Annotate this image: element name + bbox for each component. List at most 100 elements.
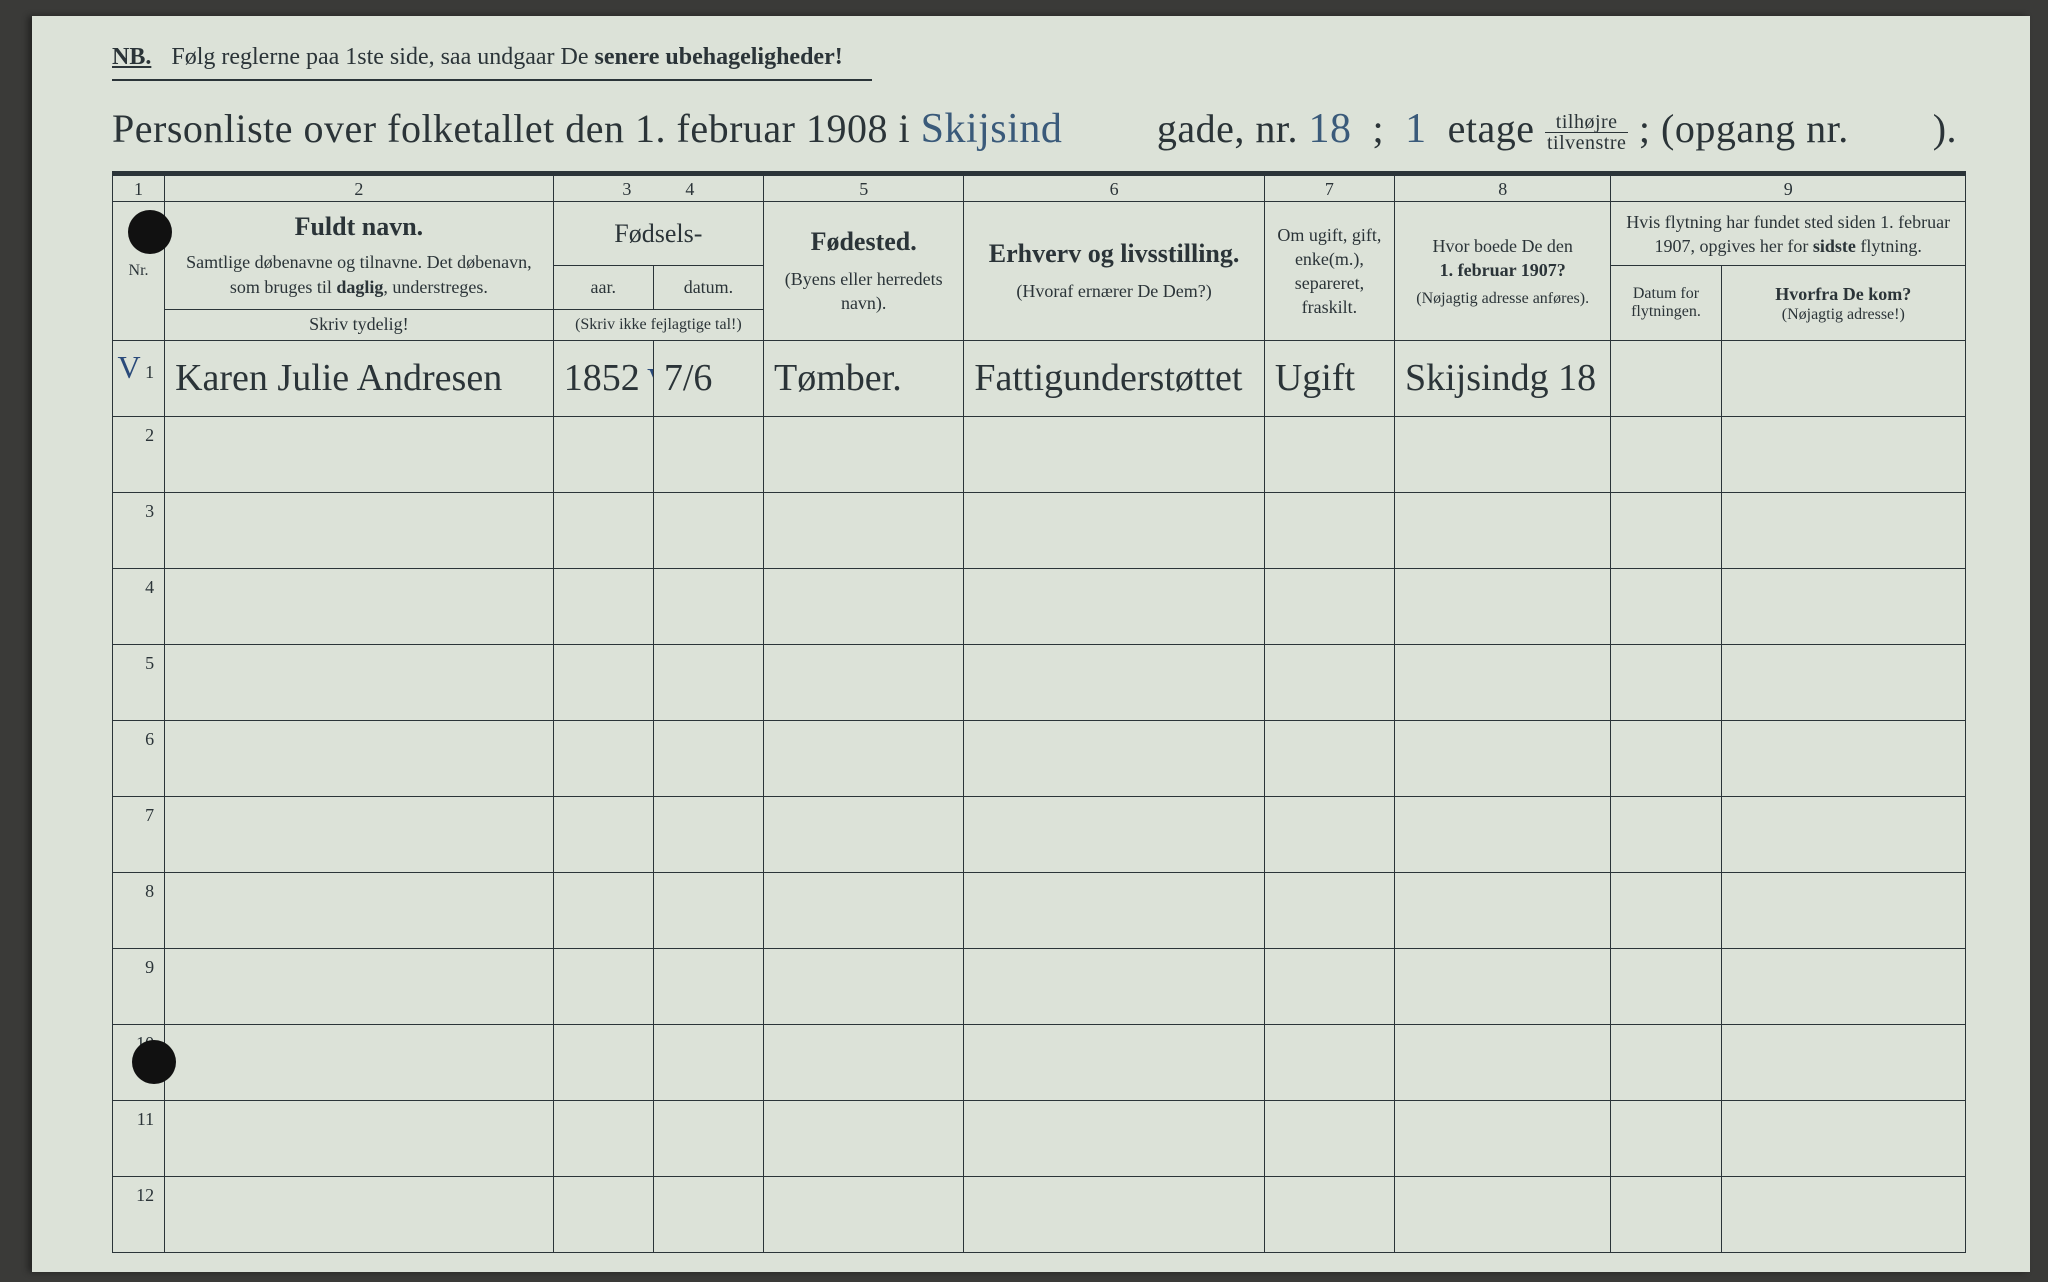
cell-name: [165, 568, 554, 644]
cell-hvorfra: [1721, 340, 1965, 416]
row-number: 7: [113, 796, 165, 872]
cell-flyt_dat: [1611, 1176, 1721, 1252]
cell-fodested: [764, 720, 964, 796]
cell-ugift: [1264, 1024, 1394, 1100]
cell-hvorfra: [1721, 1100, 1965, 1176]
cell-ugift: [1264, 416, 1394, 492]
table-row: 9: [113, 948, 1966, 1024]
cell-boede: [1395, 1024, 1611, 1100]
cell-aar: [553, 720, 653, 796]
hdr-flytning: Hvis flytning har fundet sted siden 1. f…: [1611, 202, 1966, 266]
cell-boede: [1395, 948, 1611, 1024]
cell-boede: [1395, 1176, 1611, 1252]
cell-hvorfra: [1721, 796, 1965, 872]
colnum-5: 5: [764, 176, 964, 202]
hdr-fuldt-navn: Fuldt navn. Samtlige døbenavne og tilnav…: [165, 202, 554, 310]
cell-aar: [553, 492, 653, 568]
cell-datum: [653, 1100, 763, 1176]
street-handwritten: Skijsind: [921, 106, 1063, 152]
cell-ugift: [1264, 1100, 1394, 1176]
cell-datum: [653, 872, 763, 948]
colnum-2: 2: [165, 176, 554, 202]
cell-flyt_dat: [1611, 720, 1721, 796]
cell-datum: [653, 720, 763, 796]
cell-ugift: [1264, 1176, 1394, 1252]
cell-name: [165, 796, 554, 872]
row-number: 4: [113, 568, 165, 644]
cell-hvorfra: [1721, 416, 1965, 492]
cell-hvorfra: [1721, 1024, 1965, 1100]
cell-boede: [1395, 492, 1611, 568]
cell-aar: [553, 416, 653, 492]
cell-hvorfra: [1721, 948, 1965, 1024]
cell-name: [165, 720, 554, 796]
cell-erhverv: [964, 492, 1264, 568]
hdr-aar: aar.: [553, 266, 653, 310]
gade-label: gade, nr.: [1157, 106, 1298, 151]
cell-fodested: Tømber.: [764, 340, 964, 416]
cell-name: [165, 948, 554, 1024]
form-title-line: Personliste over folketallet den 1. febr…: [112, 105, 1966, 153]
colnum-7: 7: [1264, 176, 1394, 202]
cell-ugift: [1264, 492, 1394, 568]
cell-boede: [1395, 568, 1611, 644]
cell-datum: [653, 416, 763, 492]
cell-fodested: [764, 948, 964, 1024]
cell-name: [165, 416, 554, 492]
table-row: 7: [113, 796, 1966, 872]
cell-ugift: [1264, 568, 1394, 644]
table-row: 10: [113, 1024, 1966, 1100]
cell-boede: [1395, 1100, 1611, 1176]
cell-boede: [1395, 720, 1611, 796]
colnum-9: 9: [1611, 176, 1966, 202]
cell-datum: [653, 1176, 763, 1252]
cell-aar: [553, 948, 653, 1024]
row-number: 8: [113, 872, 165, 948]
row-number: V 1: [113, 340, 165, 416]
cell-datum: [653, 492, 763, 568]
cell-erhverv: [964, 416, 1264, 492]
row-number: 3: [113, 492, 165, 568]
cell-flyt_dat: [1611, 644, 1721, 720]
cell-fodested: [764, 1176, 964, 1252]
hdr-skriv-ikke: (Skriv ikke fejlagtige tal!): [553, 309, 763, 340]
hdr-fodested: Fødested. (Byens eller herredets navn).: [764, 202, 964, 341]
cell-aar: [553, 1176, 653, 1252]
cell-flyt_dat: [1611, 872, 1721, 948]
table-row: V 1Karen Julie Andresen1852 V7/6Tømber.F…: [113, 340, 1966, 416]
table-row: 4: [113, 568, 1966, 644]
colnum-6: 6: [964, 176, 1264, 202]
census-table: 1 2 3 4 5 6 7 8 9 Nr. Fuldt navn. Samtli…: [112, 175, 1966, 1253]
cell-name: [165, 872, 554, 948]
punch-hole-bottom: [132, 1040, 176, 1084]
cell-boede: [1395, 416, 1611, 492]
cell-boede: [1395, 644, 1611, 720]
table-row: 8: [113, 872, 1966, 948]
row-number: 5: [113, 644, 165, 720]
census-form-page: NB. Følg reglerne paa 1ste side, saa und…: [32, 16, 2030, 1272]
cell-name: [165, 644, 554, 720]
cell-fodested: [764, 1100, 964, 1176]
cell-erhverv: [964, 872, 1264, 948]
cell-ugift: [1264, 948, 1394, 1024]
cell-name: [165, 1024, 554, 1100]
cell-ugift: [1264, 872, 1394, 948]
cell-erhverv: [964, 568, 1264, 644]
tilhojre-tilvenstre: tilhøjre tilvenstre: [1545, 112, 1628, 153]
cell-erhverv: [964, 1024, 1264, 1100]
row-number: 6: [113, 720, 165, 796]
cell-flyt_dat: [1611, 796, 1721, 872]
nb-instruction: NB. Følg reglerne paa 1ste side, saa und…: [112, 44, 1966, 71]
table-row: 5: [113, 644, 1966, 720]
cell-erhverv: [964, 948, 1264, 1024]
cell-aar: [553, 796, 653, 872]
hdr-hvorfra: Hvorfra De kom? (Nøjagtig adresse!): [1721, 266, 1965, 341]
row-check: V: [117, 349, 140, 385]
cell-hvorfra: [1721, 568, 1965, 644]
cell-name: [165, 1176, 554, 1252]
colnum-row: 1 2 3 4 5 6 7 8 9: [113, 176, 1966, 202]
cell-erhverv: [964, 720, 1264, 796]
cell-datum: [653, 568, 763, 644]
hdr-datum: datum.: [653, 266, 763, 310]
colnum-34: 3 4: [553, 176, 763, 202]
